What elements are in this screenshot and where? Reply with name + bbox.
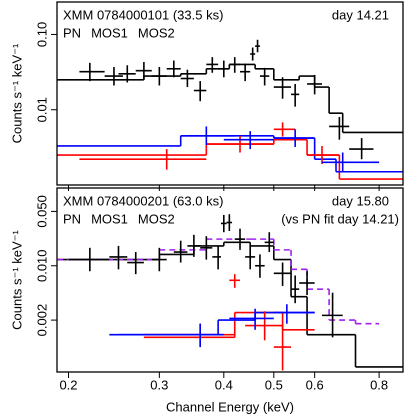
y-axis-label: Counts s⁻¹ keV⁻¹ — [9, 43, 24, 143]
legend-entry: MOS1 — [91, 211, 128, 226]
x-tick-label: 0.3 — [150, 377, 168, 392]
legend-entry: PN — [63, 25, 81, 40]
panel-day: day 14.21 — [332, 7, 389, 22]
y-tick-label: 0.002 — [34, 304, 49, 337]
y-tick-label: 0.10 — [34, 22, 49, 47]
x-tick-label: 0.6 — [306, 377, 324, 392]
plot-area — [57, 214, 403, 371]
legend-entry: MOS2 — [138, 211, 175, 226]
y-axis-label: Counts s⁻¹ keV⁻¹ — [9, 229, 24, 329]
x-tick-label: 0.4 — [215, 377, 233, 392]
panel-title: XMM 0784000201 (63.0 ks) — [63, 193, 223, 208]
plot-area — [57, 39, 403, 180]
x-tick-label: 0.2 — [59, 377, 77, 392]
legend-entry: MOS1 — [91, 25, 128, 40]
panel-day: day 15.80 — [332, 193, 389, 208]
y-tick-label: 0.050 — [34, 195, 49, 228]
y-tick-label: 0.01 — [34, 97, 49, 122]
annotation: (vs PN fit day 14.21) — [281, 211, 399, 226]
legend-entry: MOS2 — [138, 25, 175, 40]
y-tick-label: 0.010 — [34, 249, 49, 282]
legend-entry: PN — [63, 211, 81, 226]
x-axis-label: Channel Energy (keV) — [166, 399, 294, 414]
x-tick-label: 0.5 — [265, 377, 283, 392]
panel-frame — [56, 187, 404, 373]
panel-frame — [56, 1, 404, 186]
x-tick-label: 0.8 — [370, 377, 388, 392]
panel-title: XMM 0784000101 (33.5 ks) — [63, 7, 223, 22]
